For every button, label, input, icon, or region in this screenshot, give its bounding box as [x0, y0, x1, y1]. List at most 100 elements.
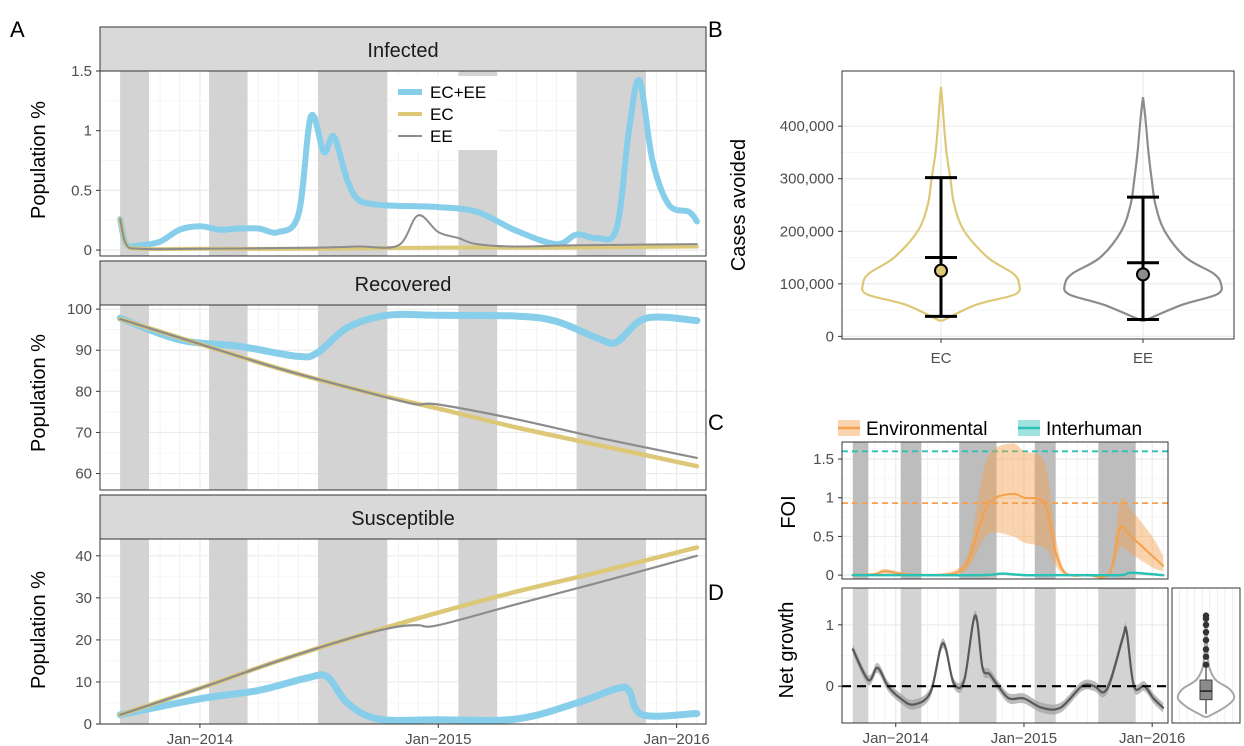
boxplot-outlier: [1202, 628, 1210, 636]
strip-infected: [99, 26, 707, 72]
plot-border: [99, 70, 707, 257]
strip-infected-label: Infected: [367, 40, 438, 62]
panel-letter-c: C: [708, 410, 724, 435]
season-band: [120, 71, 149, 256]
legend-label: EC: [430, 105, 454, 124]
infected-panel: Infected 0 0.5 1 1.5 EC+EE EC EE Population %: [28, 26, 707, 259]
plot-border: [841, 70, 1235, 340]
x-tick-label: Jan−2015: [405, 731, 471, 746]
strip-recovered-label: Recovered: [355, 274, 452, 296]
boxplot-outlier: [1202, 612, 1210, 619]
x-tick-label: EE: [1133, 350, 1153, 367]
y-tick-label: 0: [84, 242, 92, 259]
y-tick-label: 1: [826, 490, 834, 507]
y-tick-label: 1.5: [813, 451, 834, 468]
y-tick-label: 80: [75, 383, 92, 400]
y-tick-label: 1.5: [71, 63, 92, 80]
y-tick-label: 60: [75, 466, 92, 483]
y-tick-label: 400,000: [780, 118, 834, 135]
y-tick-label: 10: [75, 674, 92, 691]
season-band: [458, 305, 498, 490]
foi-legend: Environmental Interhuman: [838, 419, 1142, 440]
season-band: [959, 588, 997, 723]
legend-label: Environmental: [866, 419, 987, 440]
recovered-plot: 60 70 80 90 100: [67, 301, 707, 491]
y-tick-label: 1: [826, 617, 834, 634]
series-line-net-growth: [851, 614, 1165, 711]
series-line-ec-ee: [117, 77, 700, 250]
season-band: [120, 305, 149, 490]
y-tick-label: 0: [826, 567, 834, 584]
recovered-panel: Recovered 60 70 80 90 100 Population %: [28, 260, 707, 491]
net-growth-plot: 0 1 Jan−2014 Jan−2015 Jan−2016: [826, 587, 1185, 746]
y-tick-label: 1: [84, 123, 92, 140]
boxplot-outlier: [1202, 646, 1210, 653]
y-tick-label: 0.5: [813, 528, 834, 545]
x-tick-label: Jan−2015: [991, 730, 1057, 746]
y-tick-label: 300,000: [780, 171, 834, 188]
panel-letter-a: A: [10, 17, 25, 42]
y-tick-label: 30: [75, 590, 92, 607]
season-band: [209, 71, 248, 256]
panel-letter-b: B: [708, 17, 723, 42]
net-growth-violin-plot: [1171, 587, 1241, 724]
foi-panel: Environmental Interhuman 0 0.5 1 1.5 FOI: [778, 419, 1169, 584]
y-tick-label: 0: [826, 678, 834, 695]
boxplot-outlier: [1202, 661, 1210, 668]
x-tick-label: EC: [931, 350, 952, 367]
y-tick-label: 0: [84, 716, 92, 733]
y-tick-label: 70: [75, 424, 92, 441]
series-line-ee: [119, 554, 698, 716]
y-tick-label: 100: [67, 301, 92, 318]
boxplot-box: [1199, 679, 1213, 701]
season-band: [1034, 588, 1056, 723]
mean-point-ee: [1136, 267, 1150, 282]
plot-border: [841, 441, 1169, 580]
strip-susceptible: [99, 494, 707, 540]
boxplot-outlier: [1202, 653, 1210, 660]
series-ribbon: [852, 443, 1164, 578]
cases-avoided-ylabel: Cases avoided: [728, 139, 750, 271]
infected-plot: 0 0.5 1 1.5 EC+EE EC EE: [71, 63, 707, 259]
y-tick-label: 90: [75, 342, 92, 359]
infected-ylabel: Population %: [28, 101, 50, 219]
x-tick-label: Jan−2014: [167, 731, 233, 746]
susceptible-panel: Susceptible 0 10 20 30 40 Jan−2014 Jan−2015 Jan…: [28, 494, 710, 746]
legend-label: EC+EE: [430, 83, 486, 102]
series-line-ec-ee: [116, 671, 701, 724]
season-band: [318, 305, 388, 490]
y-tick-label: 200,000: [780, 223, 834, 240]
strip-recovered: [99, 260, 707, 306]
series-line-ee: [119, 214, 698, 251]
season-band: [209, 305, 248, 490]
season-band: [458, 539, 498, 724]
plot-border: [99, 304, 707, 491]
plot-border: [1171, 587, 1241, 724]
y-tick-label: 20: [75, 632, 92, 649]
season-band: [900, 442, 922, 579]
net-growth-panel: 0 1 Jan−2014 Jan−2015 Jan−2016 Net growth: [776, 587, 1241, 746]
boxplot-outlier: [1202, 636, 1210, 644]
legend-label: EE: [430, 127, 453, 146]
series-line-ee: [119, 317, 698, 459]
series-line-ec-ee: [116, 310, 701, 361]
mean-point-ec: [934, 263, 948, 278]
season-band: [318, 71, 388, 256]
violin-ec: [861, 86, 1021, 322]
panel-letter-d: D: [708, 580, 724, 605]
cases-avoided-plot: 0 100,000 200,000 300,000 400,000 EC EE: [780, 70, 1235, 367]
foi-ylabel: FOI: [778, 495, 800, 528]
x-tick-label: Jan−2016: [1119, 730, 1185, 746]
net-growth-ylabel: Net growth: [776, 602, 798, 699]
x-tick-label: Jan−2014: [863, 730, 929, 746]
strip-susceptible-label: Susceptible: [351, 508, 454, 530]
plot-border: [99, 538, 707, 725]
boxplot-outlier: [1202, 621, 1210, 629]
y-tick-label: 0: [826, 328, 834, 345]
series-line-interhuman: [851, 571, 1165, 577]
y-tick-label: 40: [75, 548, 92, 565]
season-band: [120, 539, 149, 724]
susceptible-plot: 0 10 20 30 40 Jan−2014 Jan−2015 Jan−2016: [75, 538, 710, 746]
season-band: [852, 588, 869, 723]
